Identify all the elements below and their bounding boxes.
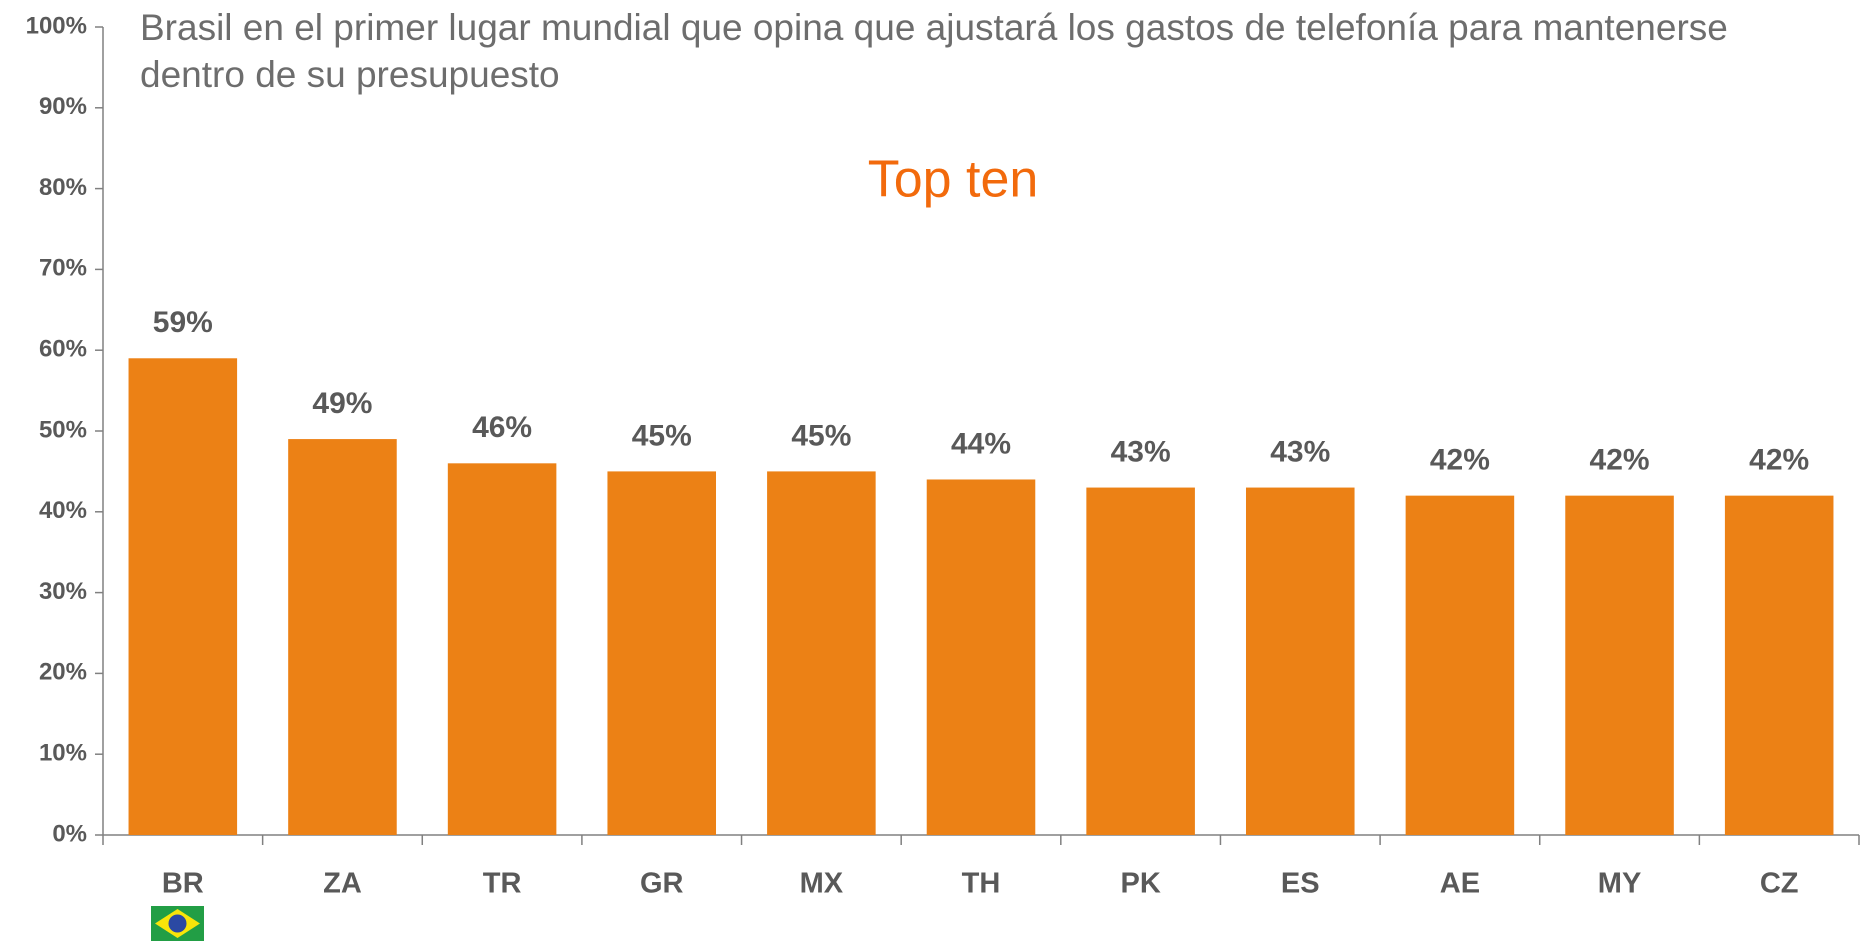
- x-tick-label: ES: [1281, 868, 1320, 900]
- bar: [1245, 487, 1355, 835]
- x-tick-label: TH: [962, 868, 1001, 900]
- bar: [447, 463, 557, 835]
- flag-globe: [168, 914, 187, 933]
- y-tick-label: 10%: [39, 740, 87, 767]
- bar: [128, 358, 238, 835]
- y-tick-label: 50%: [39, 416, 87, 443]
- value-label: 49%: [312, 387, 372, 420]
- x-tick-label: AE: [1440, 868, 1480, 900]
- value-label: 42%: [1430, 444, 1490, 477]
- y-tick-label: 60%: [39, 336, 87, 363]
- value-label: 42%: [1590, 444, 1650, 477]
- bar: [1565, 495, 1674, 835]
- bar: [607, 471, 717, 835]
- value-label: 46%: [472, 411, 532, 444]
- y-tick-label: 40%: [39, 497, 87, 524]
- value-label: 42%: [1749, 444, 1809, 477]
- value-label: 45%: [791, 419, 851, 452]
- bar: [767, 471, 876, 835]
- y-tick-label: 30%: [39, 578, 87, 605]
- x-tick-label: MY: [1598, 868, 1642, 900]
- y-tick-label: 0%: [52, 820, 87, 847]
- x-tick-label: CZ: [1760, 868, 1799, 900]
- bar: [288, 439, 397, 835]
- bar: [926, 479, 1036, 835]
- y-tick-label: 80%: [39, 174, 87, 201]
- y-tick-label: 70%: [39, 255, 87, 282]
- y-tick-label: 20%: [39, 659, 87, 686]
- x-tick-label: ZA: [323, 868, 362, 900]
- x-tick-label: MX: [800, 868, 844, 900]
- value-label: 43%: [1270, 435, 1330, 468]
- value-label: 45%: [632, 419, 692, 452]
- x-tick-label: GR: [640, 868, 684, 900]
- chart-title: Brasil en el primer lugar mundial que op…: [140, 7, 1728, 95]
- brazil-flag: [151, 906, 204, 941]
- x-tick-label: TR: [483, 868, 522, 900]
- x-tick-label: BR: [162, 868, 204, 900]
- chart-subtitle: Top ten: [868, 151, 1039, 209]
- value-label: 43%: [1111, 435, 1171, 468]
- y-tick-label: 90%: [39, 93, 87, 120]
- x-tick-label: PK: [1120, 868, 1160, 900]
- bar: [1086, 487, 1195, 835]
- bar: [1405, 495, 1515, 835]
- value-label: 44%: [951, 427, 1011, 460]
- y-tick-label: 100%: [26, 12, 87, 39]
- bar: [1724, 495, 1834, 835]
- value-label: 59%: [153, 306, 213, 339]
